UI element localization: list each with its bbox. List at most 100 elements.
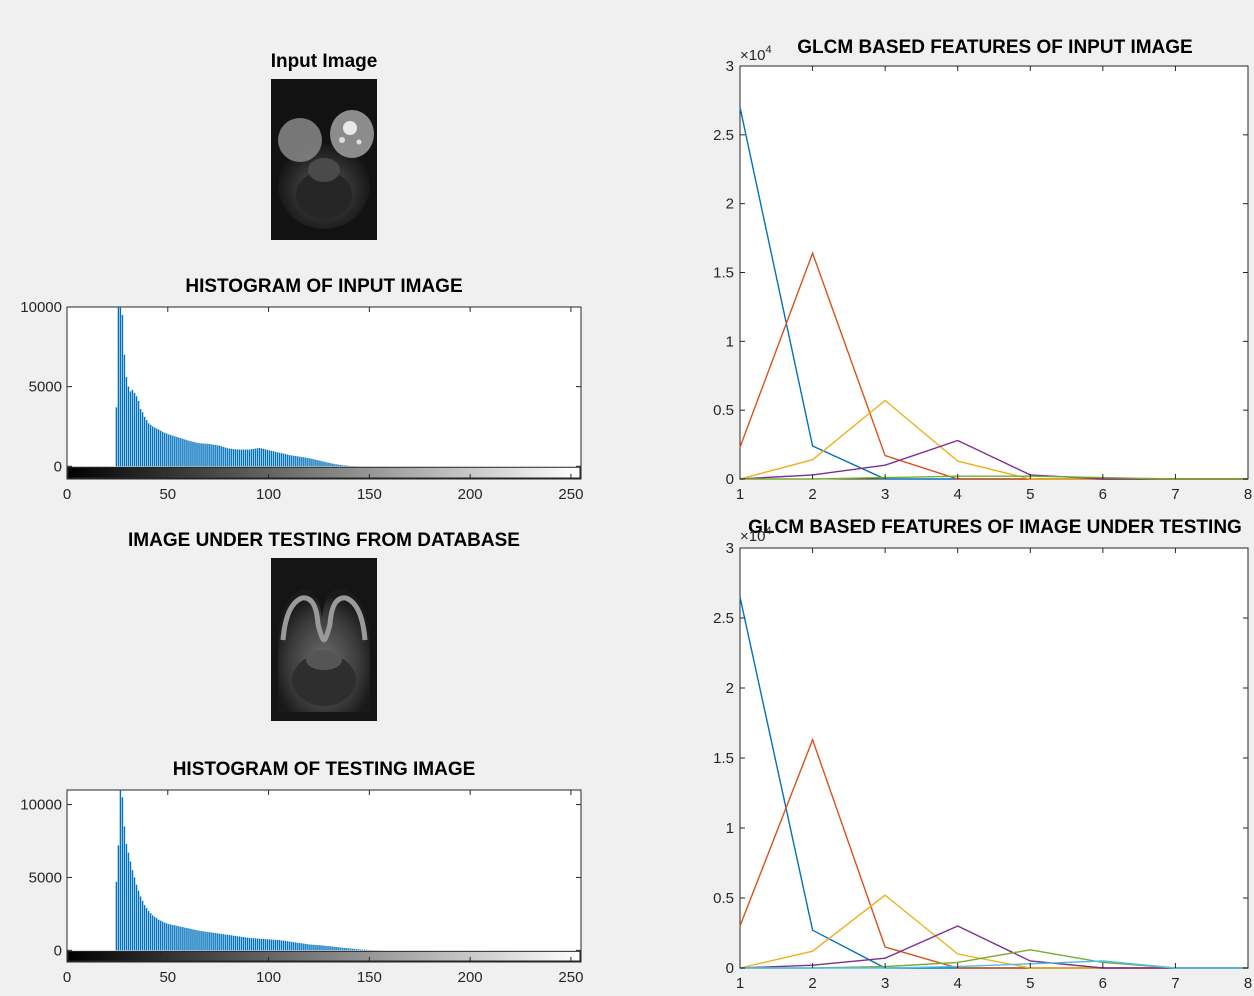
y-tick-label: 1 bbox=[726, 333, 734, 350]
histogram-bar bbox=[146, 908, 147, 950]
histogram-bar bbox=[174, 436, 175, 466]
histogram-bar bbox=[243, 937, 244, 950]
histogram-bar bbox=[261, 448, 262, 466]
x-tick-label: 250 bbox=[558, 486, 583, 503]
histogram-bar bbox=[148, 911, 149, 950]
histogram-bar bbox=[327, 946, 328, 950]
histogram-bar bbox=[285, 454, 286, 466]
histogram-bar bbox=[331, 463, 332, 466]
histogram-bar bbox=[305, 458, 306, 467]
y-tick-label: 0 bbox=[54, 942, 62, 959]
histogram-bar bbox=[237, 449, 238, 466]
histogram-bar bbox=[360, 949, 361, 950]
histogram-bar bbox=[223, 934, 224, 950]
histogram-bar bbox=[327, 463, 328, 467]
histogram-bar bbox=[255, 449, 256, 467]
histogram-bar bbox=[220, 446, 221, 466]
histogram-bar bbox=[339, 465, 340, 466]
histogram-bar bbox=[235, 936, 236, 950]
histogram-bar bbox=[271, 451, 272, 466]
histogram-bar bbox=[116, 882, 117, 951]
histogram-bar bbox=[243, 450, 244, 467]
histogram-bar bbox=[166, 434, 167, 467]
histogram-bar bbox=[233, 936, 234, 951]
histogram-bar bbox=[184, 928, 185, 951]
glcm-input-axes bbox=[740, 66, 1248, 479]
histogram-bar bbox=[331, 946, 332, 950]
histogram-bar bbox=[154, 428, 155, 467]
histogram-bar bbox=[206, 932, 207, 951]
histogram-bar bbox=[182, 927, 183, 950]
histogram-bar bbox=[269, 450, 270, 466]
histogram-bar bbox=[150, 425, 151, 466]
histogram-bar bbox=[283, 941, 284, 951]
histogram-bar bbox=[172, 925, 173, 950]
histogram-bar bbox=[225, 934, 226, 950]
histogram-bar bbox=[253, 938, 254, 950]
histogram-bar bbox=[196, 443, 197, 467]
histogram-bar bbox=[255, 938, 256, 950]
y-tick-label: 1.5 bbox=[713, 265, 734, 282]
y-tick-label: 10000 bbox=[20, 797, 62, 814]
histogram-input-title: HISTOGRAM OF INPUT IMAGE bbox=[185, 276, 462, 297]
histogram-bar bbox=[223, 447, 224, 466]
glcm-testing-exponent: ×104 bbox=[740, 525, 772, 545]
x-tick-label: 4 bbox=[954, 975, 962, 992]
histogram-bar bbox=[321, 945, 322, 950]
histogram-bar bbox=[241, 937, 242, 951]
glcm-testing-panel: GLCM BASED FEATURES OF IMAGE UNDER TESTI… bbox=[713, 517, 1252, 992]
histogram-bar bbox=[214, 445, 215, 466]
histogram-testing-title: HISTOGRAM OF TESTING IMAGE bbox=[173, 759, 476, 780]
histogram-bar bbox=[134, 877, 135, 950]
histogram-bar bbox=[216, 933, 217, 950]
histogram-bar bbox=[216, 445, 217, 466]
histogram-bar bbox=[333, 947, 334, 951]
histogram-bar bbox=[299, 943, 300, 950]
histogram-bar bbox=[319, 945, 320, 950]
histogram-bar bbox=[319, 461, 320, 467]
histogram-bar bbox=[277, 940, 278, 950]
histogram-bar bbox=[225, 447, 226, 466]
histogram-bar bbox=[136, 396, 137, 466]
histogram-testing-panel: HISTOGRAM OF TESTING IMAGE 0 50 100 150 200 2… bbox=[20, 759, 583, 986]
histogram-bar bbox=[354, 949, 355, 950]
x-tick-label: 4 bbox=[954, 486, 962, 503]
histogram-bar bbox=[261, 939, 262, 951]
histogram-bar bbox=[309, 458, 310, 466]
histogram-bar bbox=[194, 442, 195, 466]
histogram-bar bbox=[345, 948, 346, 950]
histogram-bar bbox=[233, 449, 234, 466]
y-tick-label: 5000 bbox=[29, 869, 62, 886]
histogram-bar bbox=[192, 442, 193, 467]
histogram-bar bbox=[182, 439, 183, 466]
histogram-bar bbox=[164, 433, 165, 466]
input-image-panel: Input Image bbox=[271, 51, 378, 240]
histogram-bar bbox=[206, 444, 207, 466]
histogram-bar bbox=[297, 943, 298, 951]
histogram-bar bbox=[118, 845, 119, 950]
x-tick-label: 7 bbox=[1171, 486, 1179, 503]
histogram-bar bbox=[317, 460, 318, 466]
histogram-bar bbox=[188, 928, 189, 950]
histogram-bar bbox=[249, 938, 250, 950]
histogram-bar bbox=[251, 449, 252, 466]
histogram-bar bbox=[156, 918, 157, 950]
x-tick-label: 7 bbox=[1171, 975, 1179, 992]
histogram-bar bbox=[172, 436, 173, 467]
y-tick-label: 1.5 bbox=[713, 750, 734, 767]
histogram-bar bbox=[231, 935, 232, 950]
histogram-bar bbox=[212, 933, 213, 951]
histogram-bar bbox=[281, 940, 282, 950]
histogram-bar bbox=[140, 896, 141, 950]
x-tick-label: 5 bbox=[1026, 486, 1034, 503]
histogram-bar bbox=[128, 387, 129, 467]
histogram-bar bbox=[138, 891, 139, 951]
histogram-bar bbox=[118, 307, 119, 466]
histogram-bar bbox=[285, 941, 286, 950]
histogram-bar bbox=[178, 438, 179, 467]
histogram-bar bbox=[347, 466, 348, 467]
histogram-bar bbox=[218, 934, 219, 951]
histogram-bar bbox=[208, 444, 209, 466]
histogram-bar bbox=[311, 459, 312, 466]
histogram-bar bbox=[158, 920, 159, 951]
